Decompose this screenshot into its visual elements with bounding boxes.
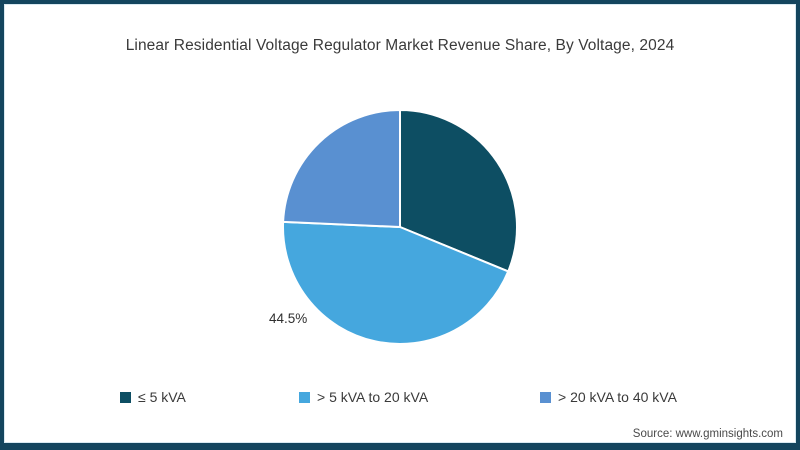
chart-legend: ≤ 5 kVA > 5 kVA to 20 kVA > 20 kVA to 40… xyxy=(0,388,800,406)
source-attribution: Source: www.gminsights.com xyxy=(632,428,783,440)
pie-slice xyxy=(282,220,510,345)
pie-slice-data-label: 44.5% xyxy=(269,311,308,326)
legend-item-20-to-40kva: > 20 kVA to 40 kVA xyxy=(540,388,677,406)
chart-title: Linear Residential Voltage Regulator Mar… xyxy=(125,37,675,54)
legend-swatch-20-to-40kva xyxy=(540,391,551,403)
legend-item-5-to-20kva: > 5 kVA to 20 kVA xyxy=(299,388,428,406)
legend-label-5-to-20kva: > 5 kVA to 20 kVA xyxy=(317,389,429,405)
legend-swatch-le-5kva xyxy=(120,391,131,403)
legend-label-20-to-40kva: > 20 kVA to 40 kVA xyxy=(558,389,677,405)
pie-slice xyxy=(399,109,518,273)
legend-swatch-5-to-20kva xyxy=(299,391,310,403)
legend-item-le-5kva: ≤ 5 kVA xyxy=(120,388,186,406)
pie-slice xyxy=(282,109,401,228)
legend-label-le-5kva: ≤ 5 kVA xyxy=(138,389,186,405)
